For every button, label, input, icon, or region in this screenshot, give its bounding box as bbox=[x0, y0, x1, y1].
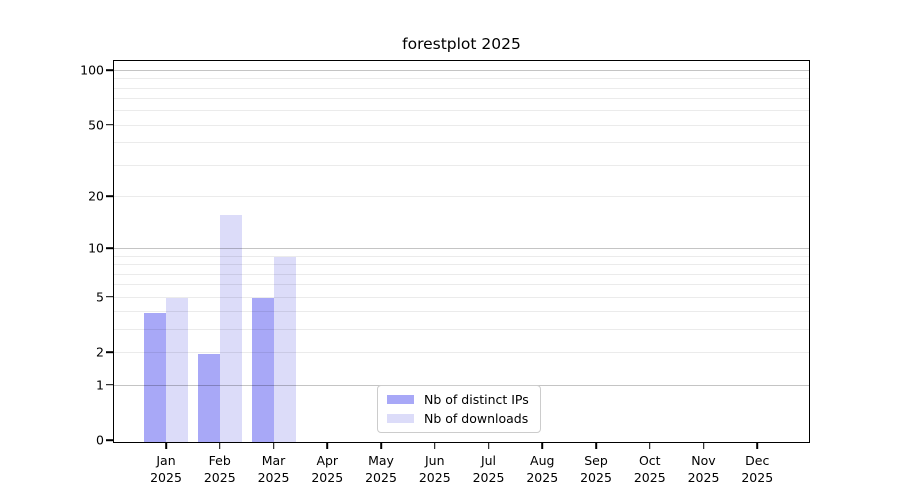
x-tick-label: Nov 2025 bbox=[687, 453, 720, 486]
plot-area: 0 1 2 5 10 20 50 100 Jan 2025 Feb 2025 Mar 2025 Apr… bbox=[80, 60, 810, 486]
x-tick-mark bbox=[648, 443, 651, 449]
y-tick-mark bbox=[105, 195, 113, 197]
x-tick-label: Jun 2025 bbox=[418, 453, 451, 486]
legend-label-distinct-ips: Nb of distinct IPs bbox=[424, 392, 529, 407]
y-tick-label: 10 bbox=[88, 240, 104, 256]
x-tick-label: Apr 2025 bbox=[311, 453, 344, 486]
bar bbox=[166, 298, 188, 442]
chart-title: forestplot 2025 bbox=[402, 35, 521, 53]
bars-layer bbox=[114, 61, 809, 442]
bar bbox=[197, 353, 220, 442]
x-tick-label: May 2025 bbox=[365, 453, 397, 486]
x-tick-mark bbox=[380, 443, 382, 449]
x-tick-mark bbox=[433, 443, 436, 449]
x-tick-label: Oct 2025 bbox=[633, 453, 666, 486]
y-tick-mark bbox=[105, 247, 113, 249]
x-tick-mark bbox=[487, 443, 490, 449]
x-tick-label: Feb 2025 bbox=[203, 453, 236, 486]
x-tick-label: Sep 2025 bbox=[580, 453, 612, 486]
bar bbox=[144, 312, 166, 442]
legend-swatch-downloads-icon bbox=[387, 413, 414, 424]
y-tick-label: 100 bbox=[80, 62, 104, 78]
x-tick-label: Dec 2025 bbox=[741, 453, 774, 486]
legend-item-distinct-ips: Nb of distinct IPs bbox=[387, 392, 529, 407]
x-tick-mark bbox=[326, 443, 329, 449]
x-tick-label: Aug 2025 bbox=[526, 453, 559, 486]
x-tick-mark bbox=[218, 443, 221, 449]
y-tick-mark bbox=[105, 295, 113, 298]
legend-label-downloads: Nb of downloads bbox=[424, 411, 529, 426]
y-tick-label: 1 bbox=[96, 377, 104, 393]
x-tick-mark bbox=[756, 443, 759, 449]
y-tick-label: 5 bbox=[96, 289, 104, 305]
legend-item-downloads: Nb of downloads bbox=[387, 411, 529, 426]
bar bbox=[219, 214, 242, 442]
x-tick-label: Jul 2025 bbox=[472, 453, 505, 486]
x-tick-mark bbox=[165, 443, 167, 449]
bar bbox=[273, 257, 296, 442]
x-tick-mark bbox=[541, 443, 544, 449]
y-tick-mark bbox=[105, 124, 113, 126]
x-tick-mark bbox=[272, 443, 275, 449]
x-tick-mark bbox=[595, 443, 597, 449]
legend-swatch-distinct-ips-icon bbox=[387, 394, 414, 405]
y-tick-mark bbox=[105, 351, 113, 354]
y-tick-label: 50 bbox=[88, 117, 104, 133]
y-tick-label: 2 bbox=[96, 344, 104, 360]
y-tick-label: 0 bbox=[96, 432, 104, 448]
y-tick-label: 20 bbox=[88, 188, 104, 204]
x-tick-label: Jan 2025 bbox=[150, 453, 182, 486]
bar bbox=[251, 298, 274, 442]
x-tick-mark bbox=[702, 443, 705, 449]
y-tick-mark bbox=[105, 69, 113, 71]
x-tick-label: Mar 2025 bbox=[257, 453, 290, 486]
legend: Nb of distinct IPs Nb of downloads bbox=[377, 385, 541, 433]
y-tick-mark bbox=[105, 439, 113, 442]
y-tick-mark bbox=[105, 383, 113, 386]
axis-ticks-layer: 0 1 2 5 10 20 50 100 Jan 2025 Feb 2025 Mar 2025 Apr… bbox=[80, 61, 809, 486]
